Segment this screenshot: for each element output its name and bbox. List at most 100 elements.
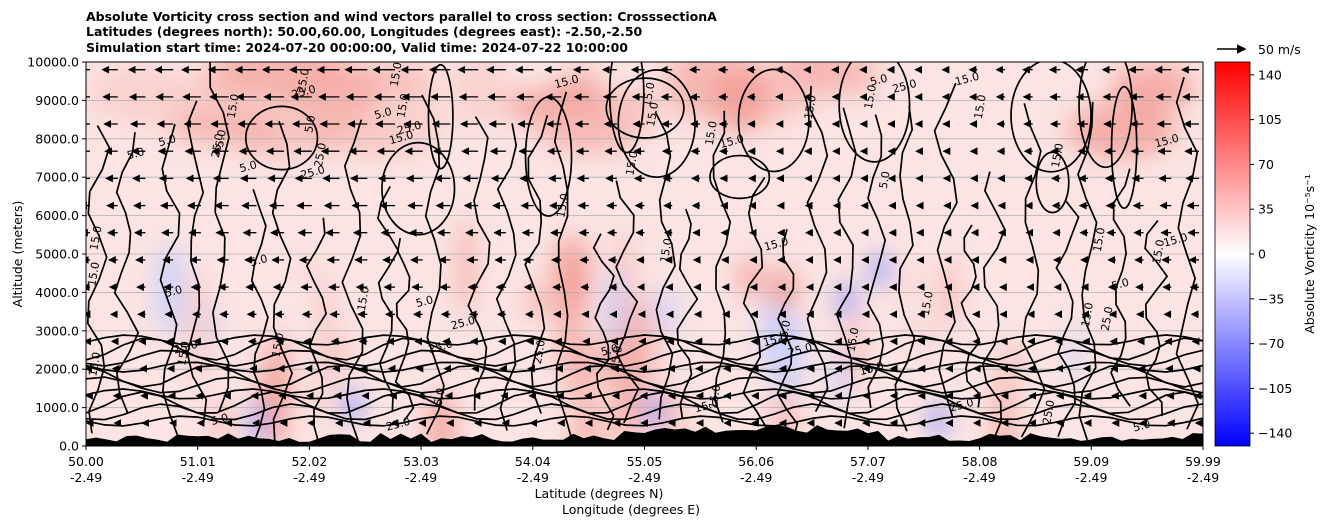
x-tick-label-lon: -2.49 — [517, 470, 549, 485]
contour-closed — [381, 141, 456, 236]
vorticity-patch-lower — [552, 235, 592, 316]
contour-label: 15.0 — [388, 61, 405, 87]
contour-line — [835, 107, 857, 429]
vorticity-patch-upper — [547, 108, 645, 156]
contour-line — [250, 189, 269, 446]
contour-label: 15.0 — [1091, 227, 1108, 253]
contour-label: 5.0 — [373, 105, 393, 122]
contour-label: 15.0 — [85, 261, 102, 287]
x-tick-label-lat: 54.04 — [515, 454, 551, 469]
vorticity-patch-lower — [526, 285, 550, 319]
chart-title-line-1: Absolute Vorticity cross section and win… — [86, 9, 717, 24]
contour-label: 25.0 — [396, 118, 423, 137]
y-axis: 0.0 1000.0 2000.0 3000.0 4000.0 5000.0 6000.0 7… — [27, 55, 86, 454]
contour-label: 15.0 — [1153, 131, 1180, 150]
x-tick-label-lon: -2.49 — [628, 470, 660, 485]
contour-line — [305, 217, 328, 442]
colorbar-tick-label: 35 — [1258, 202, 1274, 217]
x-tick-label-lat: 51.01 — [180, 454, 216, 469]
contour-line — [113, 132, 140, 414]
vorticity-patch-upper — [273, 63, 379, 124]
vorticity-patch-upper — [711, 62, 769, 135]
y-tick-label: 6000.0 — [35, 208, 79, 223]
contour-line — [1144, 219, 1169, 417]
vorticity-patch-lower — [1067, 322, 1081, 388]
contour-label: 15.0 — [644, 101, 661, 127]
contour-label: 5.0 — [249, 252, 269, 269]
vorticity-patch-lower — [213, 402, 228, 439]
contour-line — [960, 224, 981, 408]
contour-label: 25.0 — [531, 339, 548, 365]
contour-label: 5.0 — [213, 129, 229, 148]
x-axis-label-latitude: Latitude (degrees N) — [535, 486, 664, 501]
y-axis-label: Altitude (meters) — [10, 201, 25, 308]
contour-label: 15.0 — [640, 81, 657, 107]
colorbar-tick-label: 105 — [1258, 112, 1282, 127]
contour-label: 15.0 — [693, 396, 720, 415]
contour-closed — [605, 77, 685, 139]
contour-closed — [709, 154, 771, 200]
y-tick-label: 2000.0 — [35, 362, 79, 377]
contour-line-low — [86, 349, 1203, 367]
contour-label: 15.0 — [954, 70, 981, 89]
x-tick-label-lat: 53.03 — [403, 454, 439, 469]
vorticity-patch-upper — [194, 65, 281, 95]
contour-lines — [86, 62, 1203, 446]
contour-line — [1020, 103, 1046, 438]
x-tick-label-lon: -2.49 — [1187, 470, 1219, 485]
x-tick-label-lat: 56.06 — [738, 454, 774, 469]
contour-label: 5.0 — [157, 132, 177, 149]
vorticity-patch-lower — [902, 271, 919, 302]
contour-line-low — [86, 334, 1203, 346]
contour-label: 15.0 — [175, 340, 192, 366]
contour-label: 15.0 — [919, 290, 936, 316]
contour-label: 25.0 — [299, 163, 326, 182]
contour-closed — [838, 62, 911, 163]
y-tick-label: 9000.0 — [35, 93, 79, 108]
y-tick-label: 8000.0 — [35, 131, 79, 146]
contour-label: 5.0 — [600, 342, 620, 359]
x-tick-label-lat: 59.99 — [1185, 454, 1221, 469]
x-tick-label-lat: 52.02 — [292, 454, 328, 469]
chart-title-line-2: Latitudes (degrees north): 50.00,60.00, … — [86, 24, 643, 39]
contour-label: 15.0 — [763, 235, 790, 254]
contour-line — [1077, 101, 1098, 441]
contour-label: 15.0 — [388, 128, 415, 147]
x-tick-label-lon: -2.49 — [852, 470, 884, 485]
vorticity-negative-patch — [645, 394, 663, 430]
contour-line — [776, 229, 799, 439]
quiver-key-label: 50 m/s — [1258, 42, 1301, 57]
y-tick-label: 0.0 — [59, 439, 79, 454]
colorbar-label: Absolute Vorticity 10⁻⁵s⁻¹ — [1302, 174, 1317, 334]
y-tick-label: 3000.0 — [35, 323, 79, 338]
contour-line — [209, 62, 230, 413]
contour-line-low — [86, 364, 1203, 388]
contour-label: 15.0 — [703, 120, 720, 146]
contour-closed — [1010, 62, 1092, 173]
y-tick-label: 7000.0 — [35, 170, 79, 185]
terrain-profile — [86, 425, 1203, 446]
colorbar-tick-label: 140 — [1258, 67, 1282, 82]
contour-label: 5.0 — [414, 293, 434, 310]
contour-label: 15.0 — [87, 225, 104, 251]
contour-line — [894, 106, 916, 432]
contour-line — [592, 233, 615, 431]
contour-label: 25.0 — [450, 314, 477, 333]
colorbar-tick-label: −70 — [1258, 336, 1284, 351]
contour-line-low — [86, 403, 1203, 421]
contour-line — [676, 208, 699, 420]
x-tick-label-lat: 57.07 — [850, 454, 886, 469]
contour-label: 5.0 — [238, 158, 258, 175]
contour-line — [524, 114, 549, 414]
contour-label: 15.0 — [1162, 231, 1189, 250]
contour-line — [712, 110, 732, 423]
colorbar — [1214, 61, 1251, 447]
contour-label: 25.0 — [948, 396, 975, 415]
contour-label: 5.0 — [869, 72, 889, 89]
y-tick-label: 1000.0 — [35, 400, 79, 415]
x-tick-label-lat: 55.05 — [627, 454, 663, 469]
contour-line — [981, 171, 1006, 441]
contour-line — [341, 119, 364, 446]
colorbar-tick-label: 0 — [1258, 247, 1266, 262]
